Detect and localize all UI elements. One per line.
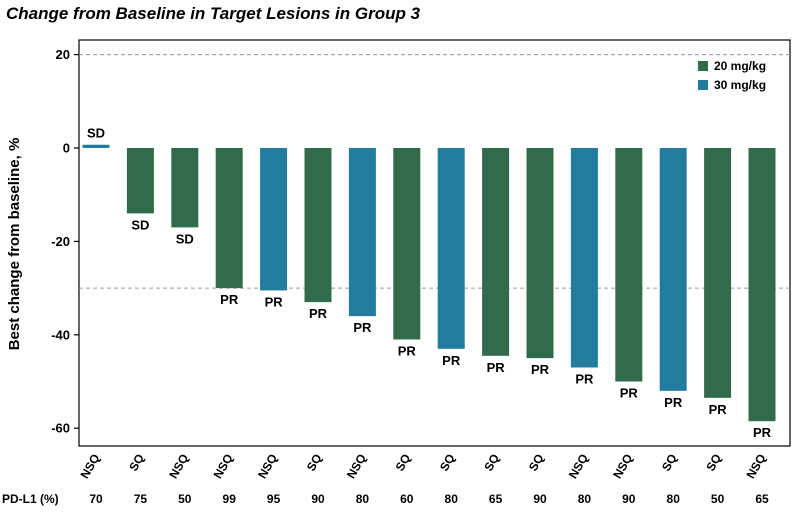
pdl1-value: 65 [755,492,769,506]
pdl1-value: 70 [89,492,103,506]
bar [260,148,288,291]
histology-label: NSQ [566,452,591,482]
bar [215,148,243,289]
histology-label: NSQ [743,452,768,482]
response-label: PR [353,320,372,335]
bar [482,148,510,356]
response-label: PR [487,360,506,375]
histology-label: NSQ [255,452,280,482]
legend-label: 30 mg/kg [714,78,766,92]
pdl1-value: 80 [445,492,459,506]
pdl1-value: 90 [311,492,325,506]
pdl1-row-label: PD-L1 (%) [2,492,59,506]
histology-label: SQ [126,452,147,474]
bar [526,148,554,359]
histology-label: SQ [526,452,547,474]
histology-label: NSQ [610,452,635,482]
bar [570,148,598,368]
response-label: PR [398,343,417,358]
pdl1-value: 90 [533,492,547,506]
y-axis-title: Best change from baseline, % [6,138,23,351]
response-label: PR [620,386,639,401]
bar [304,148,332,303]
bar [659,148,687,391]
histology-label: SQ [703,452,724,474]
histology-label: SQ [437,452,458,474]
y-tick-label: -20 [51,234,70,249]
bar [171,148,199,228]
response-label: PR [753,425,772,440]
response-label: PR [575,371,594,386]
pdl1-value: 75 [134,492,148,506]
bar [704,148,732,398]
legend-label: 20 mg/kg [714,59,766,73]
response-label: PR [664,395,683,410]
histology-label: SQ [659,452,680,474]
histology-label: SQ [304,452,325,474]
bar [615,148,643,382]
pdl1-value: 60 [400,492,414,506]
response-label: PR [531,362,550,377]
y-tick-label: 0 [63,141,70,156]
pdl1-value: 80 [356,492,370,506]
response-label: SD [131,217,149,232]
pdl1-value: 80 [667,492,681,506]
bar [393,148,421,340]
response-label: SD [87,126,105,141]
response-label: PR [442,353,461,368]
bar [748,148,776,422]
pdl1-value: 50 [711,492,725,506]
bar [126,148,154,214]
histology-label: NSQ [211,452,236,482]
pdl1-value: 90 [622,492,636,506]
y-tick-label: 20 [56,47,70,62]
histology-label: NSQ [77,452,102,482]
pdl1-value: 80 [578,492,592,506]
histology-label: SQ [481,451,502,473]
response-label: SD [176,231,194,246]
plot-border [78,39,791,447]
pdl1-value: 95 [267,492,281,506]
response-label: PR [309,306,328,321]
histology-label: SQ [393,452,414,474]
pdl1-value: 50 [178,492,192,506]
chart-title: Change from Baseline in Target Lesions i… [6,4,421,23]
legend-swatch [698,80,708,90]
legend-swatch [698,61,708,71]
bar [82,144,110,148]
pdl1-value: 65 [489,492,503,506]
response-label: PR [265,294,284,309]
pdl1-value: 99 [223,492,237,506]
y-tick-label: -40 [51,327,70,342]
bar [348,148,376,317]
response-label: PR [220,292,239,307]
bar [437,148,465,349]
response-label: PR [709,402,728,417]
histology-label: NSQ [344,452,369,482]
histology-label: NSQ [166,452,191,482]
y-tick-label: -60 [51,421,70,436]
